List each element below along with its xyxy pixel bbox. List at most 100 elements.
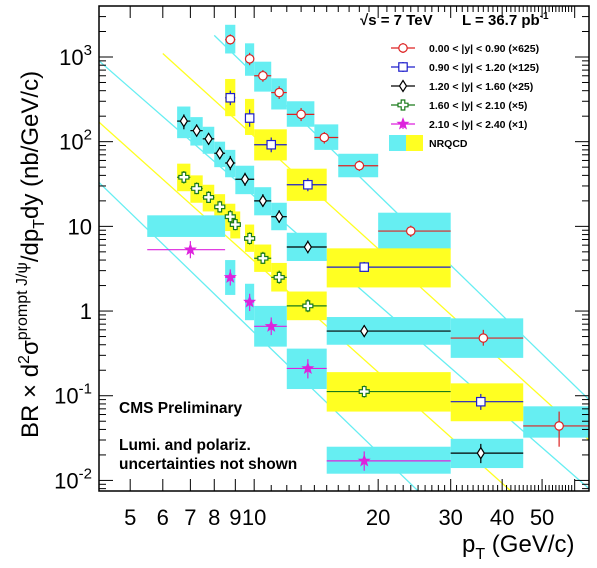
marker-s2-p8 (303, 240, 313, 254)
x-axis-ticks: 5 6 7 8 9 10 20 30 40 50 (124, 6, 576, 530)
data-points (147, 34, 589, 471)
x-tick-label-5: 10 (242, 505, 266, 530)
marker-s2-p2 (204, 132, 213, 146)
data-point-s3-p0 (177, 171, 191, 184)
marker-s2-p1 (192, 124, 201, 138)
data-point-s0-p4 (286, 107, 315, 122)
marker-s0-p7 (405, 226, 416, 236)
marker-s2-p9 (360, 324, 369, 338)
legend-marker-1 (398, 62, 408, 72)
marker-s2-p3 (215, 146, 224, 160)
energy-label: √s = 7 TeV (360, 12, 433, 29)
y-tick-label-2: 1 (80, 299, 92, 324)
data-point-s3-p3 (214, 200, 226, 213)
data-point-s2-p1 (190, 124, 203, 138)
legend-marker-0 (398, 43, 408, 53)
nrqcd-line-1 (162, 52, 589, 441)
legend-entry-0: 0.00 < |y| < 0.90 (×625) (391, 43, 539, 55)
marker-s0-p6 (354, 160, 365, 171)
y-tick-label-5: 103 (59, 42, 92, 70)
legend-label-1: 0.90 < |y| < 1.20 (×125) (429, 62, 539, 74)
marker-s3-p4 (224, 211, 236, 223)
data-point-s1-p2 (254, 137, 287, 153)
data-point-s0-p5 (314, 132, 339, 144)
y-axis-ticks: 10-2 10-1 1 10 102 103 (54, 5, 589, 493)
marker-s0-p5 (319, 132, 330, 143)
data-point-s0-p6 (338, 160, 379, 172)
marker-s1-p1 (244, 113, 255, 123)
legend-label-4: 2.10 < |y| < 2.40 (×1) (429, 119, 527, 131)
x-axis-title: pT (GeV/c) (462, 531, 574, 563)
legend-label-3: 1.60 < |y| < 2.10 (×5) (429, 100, 527, 112)
data-point-s2-p3 (214, 146, 226, 160)
data-point-s4-p3 (254, 317, 287, 336)
data-point-s2-p9 (326, 324, 451, 338)
cms-preliminary-label: CMS Preliminary (119, 400, 243, 417)
x-tick-label-7: 30 (438, 505, 462, 530)
data-point-s0-p1 (244, 52, 255, 66)
legend-marker-4 (396, 117, 410, 130)
data-point-s2-p8 (286, 240, 327, 254)
marker-s4-p4 (301, 361, 315, 374)
legend-entry-nrqcd: NRQCD (389, 135, 468, 151)
marker-s1-p3 (303, 179, 313, 190)
legend-label-0: 0.00 < |y| < 0.90 (×625) (429, 43, 539, 55)
x-tick-label-3: 8 (208, 505, 220, 530)
data-point-s3-p8 (271, 270, 287, 284)
marker-s4-p5 (357, 454, 371, 467)
marker-s3-p9 (302, 300, 314, 312)
data-point-s4-p2 (243, 293, 257, 312)
y-tick-label-1: 10-1 (54, 381, 92, 409)
lumi-note-line2: uncertainties not shown (119, 456, 297, 473)
data-point-s3-p5 (229, 218, 241, 231)
data-point-s4-p5 (326, 451, 451, 471)
data-point-s2-p5 (235, 172, 255, 186)
nrqcd-band-s4-p0 (147, 215, 226, 237)
marker-s2-p10 (476, 446, 486, 460)
y-tick-label-0: 10-2 (54, 465, 92, 493)
legend-entry-4: 2.10 < |y| < 2.40 (×1) (391, 117, 527, 131)
marker-s0-p3 (274, 87, 284, 98)
data-point-s2-p7 (271, 210, 287, 224)
plot-frame (98, 5, 590, 492)
data-point-s3-p2 (202, 191, 215, 203)
data-point-s3-p6 (244, 232, 256, 245)
marker-s0-p2 (258, 70, 268, 81)
x-tick-label-0: 5 (124, 505, 136, 530)
data-point-s1-p5 (450, 393, 524, 410)
data-point-s0-p0 (225, 34, 236, 45)
marker-s2-p0 (179, 114, 189, 128)
data-point-s3-p7 (254, 251, 272, 264)
x-tick-label-1: 6 (157, 505, 169, 530)
legend: 0.00 < |y| < 0.90 (×625) 0.90 < |y| < 1.2… (389, 43, 539, 151)
x-tick-label-4: 9 (229, 505, 241, 530)
marker-s3-p1 (191, 182, 203, 195)
marker-s4-p0 (183, 242, 197, 256)
nrqcd-band-s0-p9 (523, 406, 589, 438)
data-point-s1-p3 (286, 178, 327, 192)
marker-s0-p8 (478, 333, 489, 343)
marker-s1-p5 (476, 396, 486, 407)
x-tick-label-2: 7 (184, 505, 196, 530)
y-tick-label-4: 102 (59, 127, 92, 155)
legend-entry-2: 1.20 < |y| < 1.60 (×25) (391, 79, 533, 93)
data-point-s4-p4 (286, 359, 327, 379)
nrqcd-band-s4-p5 (326, 446, 451, 474)
data-point-s1-p0 (225, 90, 236, 106)
data-point-s2-p6 (254, 194, 272, 208)
marker-s2-p4 (226, 156, 235, 170)
nrqcd-band-s1-p4 (326, 248, 451, 288)
data-point-s2-p10 (450, 443, 524, 464)
data-point-s0-p3 (271, 86, 287, 99)
marker-s3-p3 (214, 201, 226, 213)
marker-s0-p1 (244, 54, 255, 64)
marker-s3-p6 (244, 232, 256, 245)
marker-s3-p0 (178, 171, 190, 183)
marker-s0-p9 (554, 421, 564, 431)
data-point-s2-p0 (177, 114, 191, 130)
x-tick-label-6: 20 (366, 505, 390, 530)
marker-s3-p5 (229, 218, 241, 231)
marker-s4-p3 (264, 319, 278, 332)
legend-entry-1: 0.90 < |y| < 1.20 (×125) (391, 62, 539, 74)
